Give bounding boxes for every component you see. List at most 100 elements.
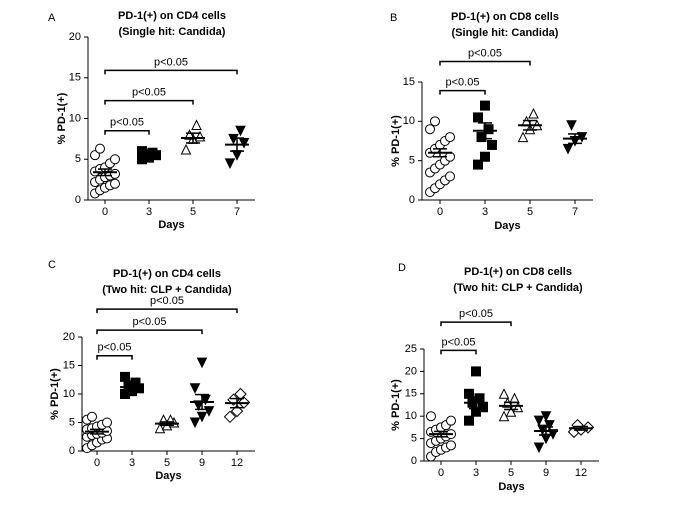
error-bar xyxy=(98,168,112,177)
significance-label: p<0.05 xyxy=(150,295,184,307)
point xyxy=(193,400,204,412)
point xyxy=(445,171,455,182)
point xyxy=(189,417,201,429)
significance-label: p<0.05 xyxy=(442,336,476,348)
x-tick-label: 7 xyxy=(572,206,578,218)
x-tick-label: 0 xyxy=(437,206,443,218)
x-tick-label: 5 xyxy=(527,206,533,218)
point xyxy=(480,100,490,111)
y-tick-label: 10 xyxy=(69,112,81,124)
point xyxy=(533,442,545,454)
y-tick-label: 5 xyxy=(69,416,75,428)
point xyxy=(110,154,120,165)
point xyxy=(184,129,195,140)
y-tick-label: 15 xyxy=(403,76,415,88)
point xyxy=(464,388,474,399)
point xyxy=(90,150,100,161)
y-tick-label: 20 xyxy=(405,365,417,377)
chart-title: (Single hit: Candida) xyxy=(119,26,226,38)
y-tick-label: 15 xyxy=(69,72,81,84)
x-tick-label: 3 xyxy=(473,467,479,479)
x-tick-label: 0 xyxy=(94,457,100,469)
point xyxy=(540,411,552,422)
point xyxy=(110,168,120,179)
y-tick-label: 10 xyxy=(405,410,417,422)
significance-label: p<0.05 xyxy=(446,77,480,89)
x-tick-label: 5 xyxy=(508,467,514,479)
chart-title: PD-1(+) on CD4 cells xyxy=(113,268,221,280)
y-tick-label: 5 xyxy=(411,433,417,445)
y-tick-label: 5 xyxy=(75,153,81,165)
point xyxy=(480,151,490,162)
x-tick-label: 0 xyxy=(102,206,108,218)
chart-title: PD-1(+) on CD8 cells xyxy=(451,11,559,23)
x-tick-label: 12 xyxy=(575,467,587,479)
y-axis-label: % PD-1(+) xyxy=(390,115,402,167)
point xyxy=(473,112,483,123)
point xyxy=(224,158,236,169)
significance-label: p<0.05 xyxy=(132,86,166,98)
significance-bracket xyxy=(96,308,238,314)
error-bar xyxy=(568,133,582,145)
error-bar xyxy=(125,383,139,391)
point xyxy=(528,107,539,119)
error-bar xyxy=(186,132,200,144)
x-tick-label: 7 xyxy=(234,206,240,218)
x-axis-label: Days xyxy=(498,481,524,493)
y-axis-label: % PD-1(+) xyxy=(56,92,68,144)
point xyxy=(102,417,112,428)
error-bar xyxy=(90,428,104,435)
panel-letter: B xyxy=(390,12,397,24)
error-bar xyxy=(195,393,209,411)
x-tick-label: 5 xyxy=(190,206,196,218)
point xyxy=(446,415,456,426)
point xyxy=(512,401,524,413)
point xyxy=(425,124,435,135)
significance-label: p<0.05 xyxy=(468,47,502,59)
point xyxy=(544,420,555,431)
y-tick-label: 0 xyxy=(75,194,81,206)
y-axis-label: % PD-1(+) xyxy=(390,379,402,431)
error-bar xyxy=(230,137,244,152)
error-bar xyxy=(434,430,448,438)
y-tick-label: 20 xyxy=(63,331,75,343)
panel-letter: A xyxy=(48,12,56,24)
x-tick-label: 3 xyxy=(482,206,488,218)
y-tick-label: 25 xyxy=(405,343,417,355)
error-bar xyxy=(160,421,174,427)
point xyxy=(446,440,456,451)
point xyxy=(473,159,483,170)
point xyxy=(509,392,520,404)
point xyxy=(430,116,440,127)
significance-bracket xyxy=(439,60,531,66)
y-tick-label: 0 xyxy=(69,445,75,457)
point xyxy=(87,411,97,422)
y-tick-label: 10 xyxy=(63,388,75,400)
point xyxy=(234,387,247,401)
x-axis-label: Days xyxy=(155,470,181,482)
point xyxy=(566,120,577,131)
x-tick-label: 9 xyxy=(199,457,205,469)
error-bar xyxy=(539,426,553,436)
x-axis-label: Days xyxy=(158,219,184,231)
error-bar xyxy=(142,151,156,158)
x-tick-label: 9 xyxy=(543,467,549,479)
significance-bracket xyxy=(104,129,150,135)
significance-bracket xyxy=(104,99,194,105)
point xyxy=(189,383,201,394)
significance-label: p<0.05 xyxy=(98,342,132,354)
point xyxy=(476,132,487,143)
significance-bracket xyxy=(440,321,512,327)
error-bar xyxy=(523,119,537,131)
point xyxy=(498,388,510,399)
point xyxy=(478,402,488,413)
y-axis-label: % PD-1(+) xyxy=(49,368,61,420)
significance-label: p<0.05 xyxy=(154,56,188,68)
x-tick-label: 3 xyxy=(129,457,135,469)
x-axis-label: Days xyxy=(494,220,520,232)
point xyxy=(426,411,436,422)
point xyxy=(196,411,208,423)
point xyxy=(483,124,494,135)
point xyxy=(487,139,497,150)
point xyxy=(154,422,166,434)
